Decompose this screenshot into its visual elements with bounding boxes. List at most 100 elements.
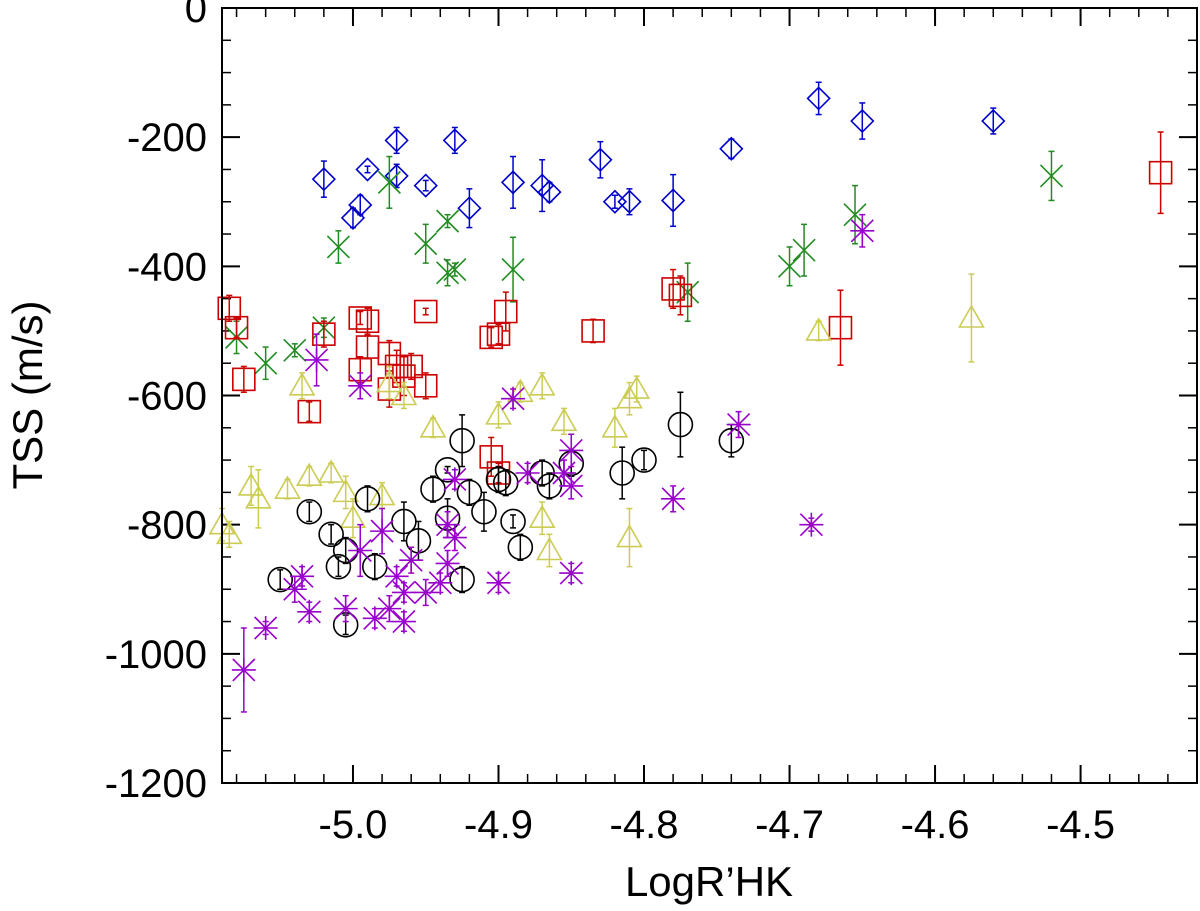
asterisk-point [413, 578, 438, 607]
triangle-point [550, 407, 578, 435]
asterisk-point [370, 507, 395, 555]
y-tick-label: -1200 [105, 762, 207, 806]
asterisk-point [726, 410, 751, 439]
circle-point [296, 498, 323, 525]
x-point [1039, 150, 1064, 202]
square-point [668, 275, 693, 316]
x-point [377, 155, 401, 209]
y-tick-label: -400 [127, 245, 207, 289]
triangle-point [805, 317, 833, 342]
x-point [443, 257, 467, 282]
circle-point [667, 391, 694, 458]
square-point [413, 299, 438, 324]
triangle-point [332, 475, 360, 510]
y-axis-title: TSS (m/s) [4, 301, 51, 490]
asterisk-point [501, 386, 526, 411]
y-tick-label: -200 [127, 116, 207, 160]
triangle-point [536, 533, 563, 568]
diamond-point [660, 173, 686, 228]
x-point [283, 338, 307, 362]
circle-point [718, 423, 745, 458]
asterisk-point [391, 609, 416, 634]
diamond-point [442, 126, 467, 155]
triangle-point [375, 365, 403, 400]
circle-point [449, 565, 475, 594]
square-point [479, 325, 504, 350]
square-point [224, 315, 249, 340]
asterisk-point [559, 472, 584, 500]
asterisk-point [304, 333, 329, 387]
x-point [501, 236, 525, 303]
triangle-point [215, 520, 243, 549]
asterisk-point [559, 561, 584, 586]
x-point [792, 223, 816, 277]
x-tick-label: -4.6 [901, 803, 970, 847]
circle-point [391, 501, 417, 542]
x-point [435, 209, 460, 233]
square-point [312, 320, 336, 348]
diamond-point [617, 188, 642, 216]
x-point [326, 230, 350, 264]
x-tick-label: -4.5 [1046, 803, 1115, 847]
asterisk-point [428, 570, 453, 595]
axis-tick-labels: -5.0 -4.9 -4.8 -4.7 -4.6 -4.5 0 -200 -400 -600 -80… [105, 0, 1115, 847]
circle-point [267, 566, 294, 593]
circle-point [507, 533, 534, 561]
x-point [254, 346, 278, 381]
diamond-point [588, 140, 613, 179]
asterisk-point [442, 523, 467, 552]
asterisk-point [486, 570, 511, 595]
diamond-point [311, 160, 336, 198]
diamond-point [355, 157, 380, 182]
circle-point [500, 508, 526, 535]
triangle-point [485, 401, 512, 429]
triangle-point [390, 381, 418, 410]
asterisk-point [348, 523, 373, 578]
asterisk-point [559, 433, 584, 468]
data-points [208, 81, 1173, 713]
triangle-point [317, 459, 345, 484]
y-tick-label: -600 [127, 375, 207, 419]
square-point [1148, 131, 1173, 215]
square-point [661, 268, 685, 310]
asterisk-point [290, 564, 315, 589]
diamond-point [500, 155, 526, 209]
asterisk-point [297, 599, 322, 624]
triangle-point [528, 501, 556, 536]
triangle-point [339, 498, 367, 539]
asterisk-point [442, 467, 467, 492]
triangle-point [958, 273, 985, 363]
x-tick-label: -4.8 [610, 803, 679, 847]
asterisk-point [231, 627, 256, 713]
plot-area-frame [221, 7, 1198, 784]
circle-point [471, 491, 497, 532]
asterisk-point [399, 546, 424, 574]
triangle-point [368, 481, 396, 510]
triangle-point [245, 469, 272, 529]
square-point [828, 289, 853, 366]
x-point [777, 246, 802, 287]
square-point [581, 318, 605, 344]
triangle-point [528, 372, 556, 400]
circle-point [631, 447, 657, 473]
circle-point [318, 521, 344, 548]
triangle-point [419, 414, 447, 439]
asterisk-point [282, 575, 307, 603]
asterisk-point [661, 485, 686, 513]
square-point [413, 372, 438, 400]
series-circle-black [267, 391, 745, 638]
square-point [355, 334, 380, 360]
triangle-point [601, 407, 629, 448]
asterisk-point [515, 461, 540, 485]
triangle-point [288, 372, 316, 400]
diamond-point [384, 126, 409, 155]
diamond-point [850, 102, 875, 140]
asterisk-point [799, 512, 824, 537]
circle-point [609, 446, 635, 500]
series-x-green [224, 150, 1064, 381]
square-point [232, 365, 256, 394]
square-point [493, 291, 518, 332]
asterisk-point [391, 580, 416, 605]
diamond-point [413, 173, 438, 198]
